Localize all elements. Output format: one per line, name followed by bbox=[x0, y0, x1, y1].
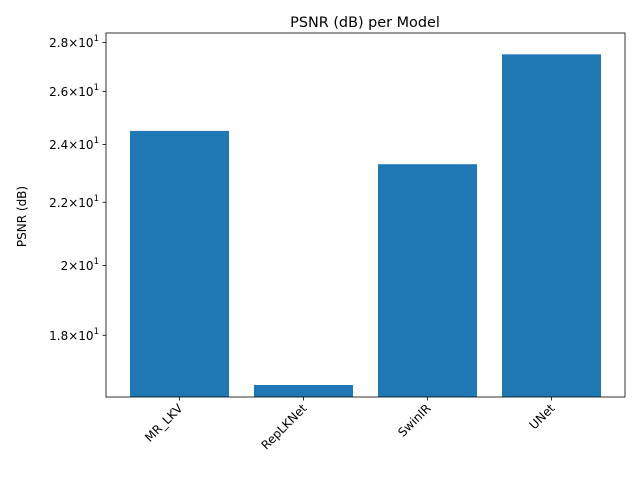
bar-swinir bbox=[378, 164, 477, 397]
x-tick-label: RepLKNet bbox=[258, 401, 309, 452]
y-tick-label: 2.2×101 bbox=[49, 194, 99, 210]
bar-mr-lkv bbox=[130, 130, 229, 398]
bars bbox=[130, 54, 601, 398]
y-axis-label: PSNR (dB) bbox=[15, 186, 29, 247]
chart-title: PSNR (dB) per Model bbox=[290, 15, 440, 31]
y-tick-label: 2×101 bbox=[61, 257, 99, 273]
y-tick-label: 1.8×101 bbox=[49, 327, 99, 343]
y-tick-label: 2.4×101 bbox=[49, 136, 99, 152]
x-tick-label: SwinIR bbox=[395, 401, 433, 439]
x-tick-label: MR_LKV bbox=[142, 401, 186, 445]
x-tick-label: UNet bbox=[527, 401, 558, 432]
x-ticks: MR_LKV RepLKNet SwinIR UNet bbox=[142, 397, 558, 452]
bar-unet bbox=[502, 54, 601, 397]
bar-replknet bbox=[254, 384, 353, 397]
y-tick-label: 2.8×101 bbox=[49, 34, 99, 50]
y-ticks: 1.8×101 2×101 2.2×101 2.4×101 2.6×101 2.8×101 bbox=[49, 34, 106, 343]
plot-frame bbox=[105, 32, 626, 398]
y-tick-label: 2.6×101 bbox=[49, 83, 99, 99]
